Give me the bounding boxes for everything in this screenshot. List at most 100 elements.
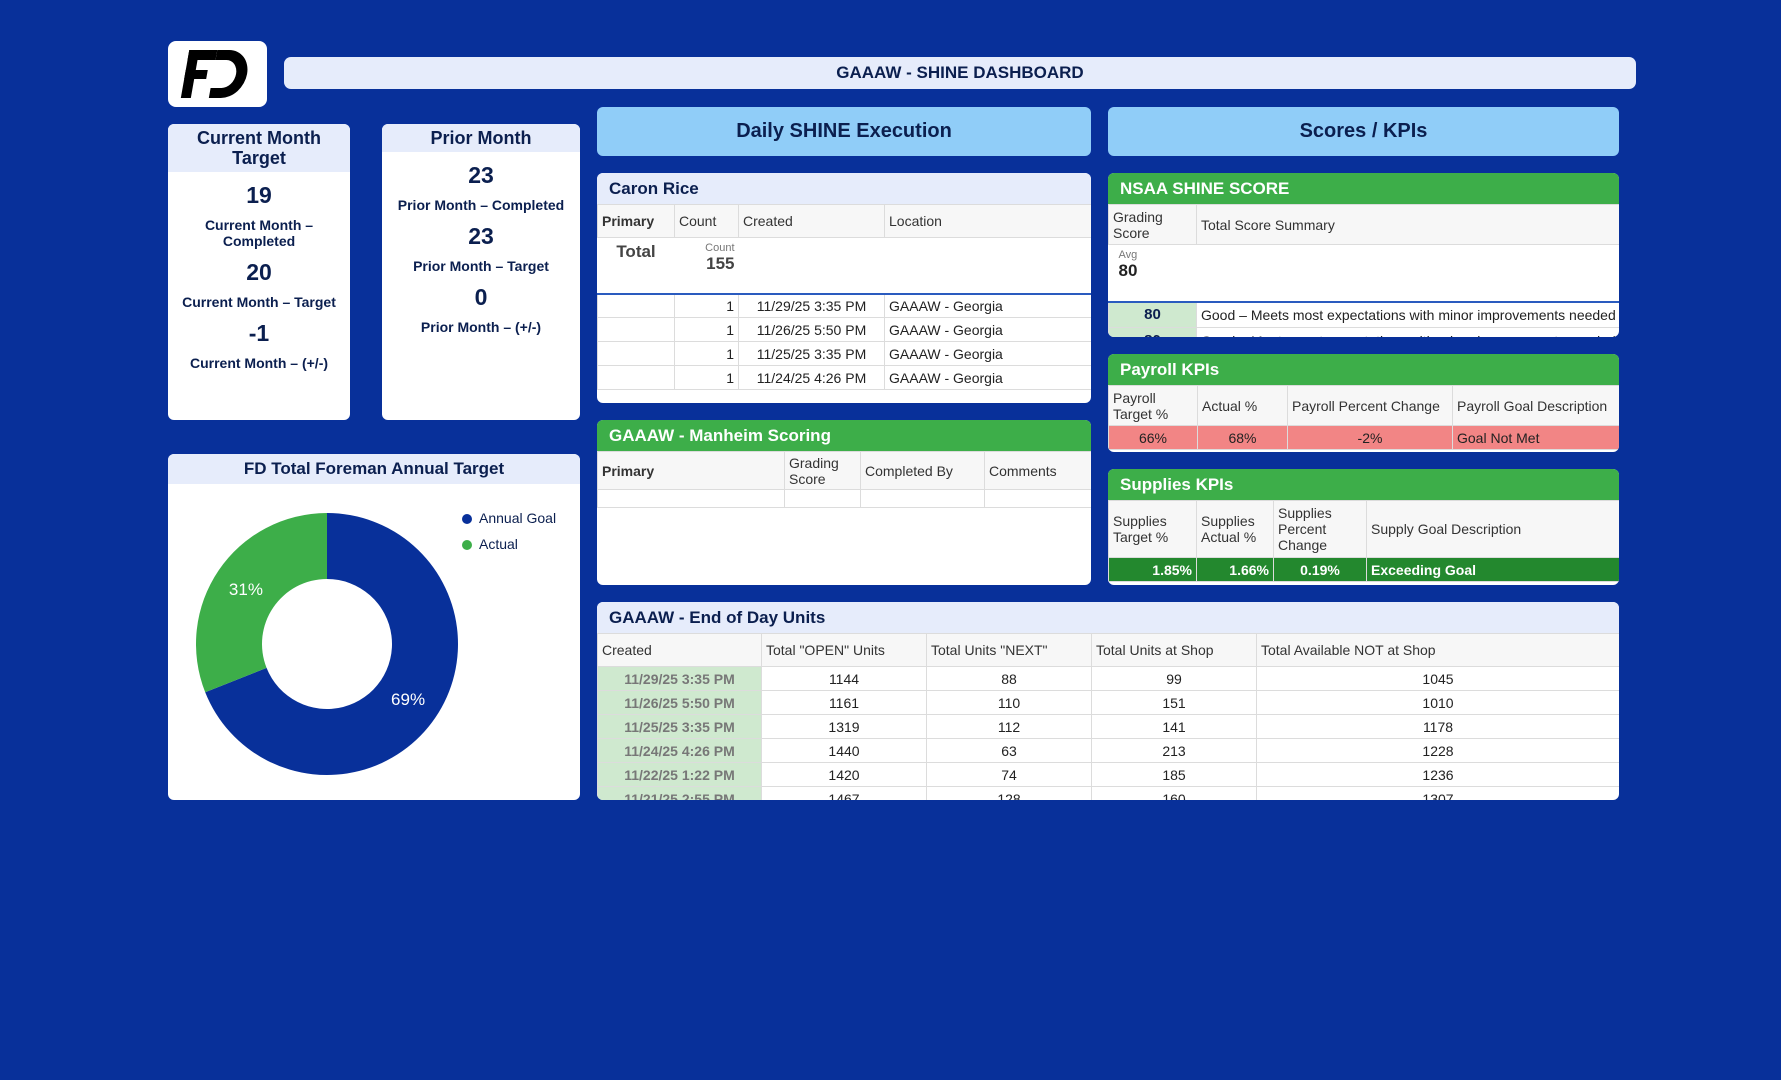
payroll-table: Payroll Target % Actual % Payroll Percen… [1108,385,1619,450]
cell-created: 11/24/25 4:26 PM [738,365,885,390]
cell-actual: 68% [1197,425,1288,450]
col-supplies-actual: Supplies Actual % [1196,500,1274,558]
total-empty-1 [739,238,885,294]
col-open-units: Total "OPEN" Units [761,633,927,667]
fd-logo-icon [180,50,247,98]
table-row: 1.85% 1.66% 0.19% Exceeding Goal [1108,557,1619,582]
prior-month-completed-label: Prior Month – Completed [397,197,565,213]
cell-actual: 1.66% [1196,557,1274,582]
section-daily-shine: Daily SHINE Execution [597,107,1091,156]
current-month-diff-label: Current Month – (+/-) [189,355,329,371]
table-row: 11/21/25 2:55 PM 1467 128 160 1307 [597,786,1619,800]
cell-created: 11/25/25 3:35 PM [597,714,762,739]
cell-primary [597,365,675,390]
foreman-donut-chart: 69% 31% [195,513,458,775]
supplies-kpis-panel: Supplies KPIs Supplies Target % Supplies… [1108,469,1619,585]
manheim-table: Primary Grading Score Completed By Comme… [597,451,1091,508]
table-row: 11/26/25 5:50 PM 1161 110 151 1010 [597,690,1619,715]
page-title: GAAAW - SHINE DASHBOARD [284,57,1636,89]
cell-count: 1 [674,365,739,390]
legend-dot-actual [462,540,472,551]
cell-created: 11/24/25 4:26 PM [597,738,762,763]
table-row: 66% 68% -2% Goal Not Met [1108,425,1619,450]
prior-month-title: Prior Month [382,124,580,152]
cell-next: 63 [926,738,1092,763]
caron-rice-table: Primary Count Created Location Total Cou… [597,204,1091,390]
foreman-chart-title: FD Total Foreman Annual Target [168,454,580,484]
current-month-completed-value: 19 [246,182,272,208]
cell-primary [597,293,675,318]
cell-primary [597,317,675,342]
payroll-kpis-panel: Payroll KPIs Payroll Target % Actual % P… [1108,354,1619,452]
table-row: 80 Good – Meets most expectations with m… [1108,327,1619,337]
cell-not-at-shop: 1045 [1256,666,1619,691]
current-month-title: Current Month Target [168,124,350,172]
col-next-units: Total Units "NEXT" [926,633,1092,667]
table-row: 11/24/25 4:26 PM 1440 63 213 1228 [597,738,1619,763]
col-percent-change: Payroll Percent Change [1287,385,1453,426]
cell-created: 11/29/25 3:35 PM [597,666,762,691]
prior-month-diff-value: 0 [474,284,488,310]
cell-at-shop: 99 [1091,666,1257,691]
end-of-day-units-panel: GAAAW - End of Day Units Created Total "… [597,602,1619,800]
col-goal-description: Payroll Goal Description [1452,385,1619,426]
current-month-diff-value: -1 [248,320,270,346]
current-month-target-value: 20 [246,259,272,285]
prior-month-card: Prior Month 23 Prior Month – Completed 2… [382,124,580,420]
cell-not-at-shop: 1178 [1256,714,1619,739]
count-caption: Count [705,242,735,254]
cell-change: -2% [1287,425,1453,450]
legend-label-annual-goal: Annual Goal [479,510,557,526]
table-row: 11/25/25 3:35 PM 1319 112 141 1178 [597,714,1619,739]
donut-label-annual-goal: 69% [391,690,425,709]
cell-created: 11/26/25 5:50 PM [738,317,885,342]
caron-rice-title: Caron Rice [597,173,1091,204]
col-created: Created [738,204,885,238]
prior-month-target-value: 23 [468,223,494,249]
table-row [597,489,1091,508]
cell-at-shop: 185 [1091,762,1257,787]
col-total-score-summary: Total Score Summary [1196,204,1619,245]
nsaa-title: NSAA SHINE SCORE [1108,173,1619,204]
section-scores-kpis: Scores / KPIs [1108,107,1619,156]
cell-location: GAAAW - Georgia [884,341,1091,366]
donut-slice-actual [195,513,327,693]
col-primary: Primary [597,451,785,490]
table-row: 11/29/25 3:35 PM 1144 88 99 1045 [597,666,1619,691]
donut-label-actual: 31% [229,580,263,599]
prior-month-diff-label: Prior Month – (+/-) [420,319,542,335]
cell-created: 11/29/25 3:35 PM [738,293,885,318]
cell-empty [984,489,1091,508]
legend-dot-annual-goal [462,514,472,525]
manheim-scoring-panel: GAAAW - Manheim Scoring Primary Grading … [597,420,1091,585]
nsaa-shine-score-panel: NSAA SHINE SCORE Grading Score Total Sco… [1108,173,1619,337]
legend-item-annual-goal: Annual Goal [462,510,556,526]
cell-location: GAAAW - Georgia [884,317,1091,342]
cell-open: 1161 [761,690,927,715]
cell-not-at-shop: 1010 [1256,690,1619,715]
table-row: 1 11/24/25 4:26 PM GAAAW - Georgia [597,365,1091,390]
cell-open: 1144 [761,666,927,691]
avg-cell: Avg 80 [1109,245,1197,302]
total-empty-2 [885,238,1092,294]
col-count: Count [674,204,739,238]
table-row: 1 11/25/25 3:35 PM GAAAW - Georgia [597,341,1091,366]
cell-next: 88 [926,666,1092,691]
nsaa-table: Grading Score Total Score Summary Avg 80… [1108,204,1619,337]
col-location: Location [884,204,1091,238]
col-completed-by: Completed By [860,451,985,490]
cell-not-at-shop: 1228 [1256,738,1619,763]
legend-item-actual: Actual [462,536,556,552]
prior-month-completed-value: 23 [468,162,494,188]
col-actual: Actual % [1197,385,1288,426]
col-supply-goal: Supply Goal Description [1366,500,1619,558]
cell-score: 80 [1108,327,1197,337]
legend-label-actual: Actual [479,536,518,552]
cell-open: 1420 [761,762,927,787]
cell-open: 1467 [761,786,927,800]
avg-empty [1197,245,1620,302]
cell-count: 1 [674,317,739,342]
donut-slice-annual-goal [205,513,458,775]
chart-legend: Annual Goal Actual [462,510,556,552]
manheim-title: GAAAW - Manheim Scoring [597,420,1091,451]
